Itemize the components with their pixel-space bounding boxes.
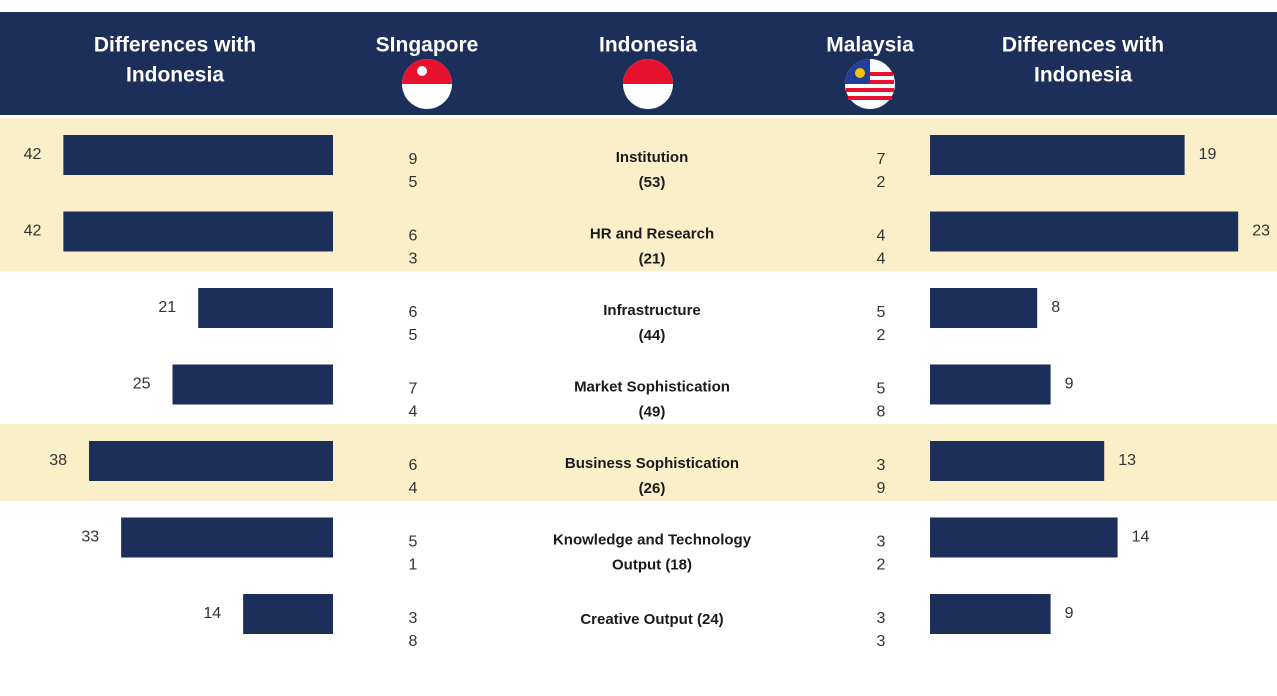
bar xyxy=(121,517,333,558)
singapore-rank: 3 xyxy=(409,610,418,627)
malaysia-rank: 5 xyxy=(877,381,886,398)
pillar-label: Creative Output (24) xyxy=(580,611,723,628)
header-label: Indonesia xyxy=(599,34,697,57)
malaysia-rank: 4 xyxy=(877,228,886,245)
bar xyxy=(930,594,1051,634)
bar xyxy=(930,364,1051,405)
value-label: 14 xyxy=(1132,529,1150,546)
bar xyxy=(198,288,333,328)
malaysia-rank: 5 xyxy=(877,304,886,321)
pillar-label: (21) xyxy=(639,250,666,267)
value-label: 14 xyxy=(203,605,221,622)
singapore-rank: 9 xyxy=(409,151,418,168)
header-label: Indonesia xyxy=(1034,64,1132,87)
singapore-rank: 8 xyxy=(409,633,418,650)
bar xyxy=(930,441,1105,481)
value-label: 13 xyxy=(1118,452,1136,469)
singapore-rank: 6 xyxy=(409,228,418,245)
singapore-rank: 7 xyxy=(409,381,418,398)
pillar-label: (49) xyxy=(639,403,666,420)
value-label: 21 xyxy=(158,299,176,316)
value-label: 25 xyxy=(133,376,151,393)
pillar-label: HR and Research xyxy=(590,225,714,242)
singapore-rank: 4 xyxy=(409,480,418,497)
bar xyxy=(63,135,334,175)
malaysia-rank: 2 xyxy=(877,327,886,344)
malaysia-rank: 8 xyxy=(877,404,886,421)
singapore-rank: 6 xyxy=(409,457,418,474)
flag-indonesia xyxy=(623,59,673,109)
pillar-label: Output (18) xyxy=(612,556,692,573)
singapore-rank: 5 xyxy=(409,534,418,551)
malaysia-rank: 3 xyxy=(877,457,886,474)
pillar-label: Market Sophistication xyxy=(574,378,730,395)
header-label: SIngapore xyxy=(376,34,479,57)
bar xyxy=(172,364,333,405)
flag-singapore xyxy=(402,59,452,109)
malaysia-rank: 4 xyxy=(877,251,886,268)
singapore-rank: 3 xyxy=(409,251,418,268)
value-label: 38 xyxy=(49,452,67,469)
bar xyxy=(63,211,334,252)
value-label: 42 xyxy=(24,223,42,240)
bar xyxy=(930,135,1185,175)
pillar-label: (26) xyxy=(639,480,666,497)
value-label: 33 xyxy=(81,529,99,546)
bar xyxy=(930,211,1239,252)
malaysia-rank: 9 xyxy=(877,480,886,497)
malaysia-rank: 7 xyxy=(877,151,886,168)
header-label: Differences with xyxy=(1002,34,1164,57)
malaysia-rank: 3 xyxy=(877,610,886,627)
pillar-label: (44) xyxy=(639,327,666,344)
bar xyxy=(89,441,333,481)
bar xyxy=(930,517,1118,558)
malaysia-rank: 3 xyxy=(877,633,886,650)
singapore-rank: 5 xyxy=(409,327,418,344)
malaysia-rank: 2 xyxy=(877,174,886,191)
value-label: 9 xyxy=(1065,376,1074,393)
pillar-label: Infrastructure xyxy=(603,302,701,319)
singapore-rank: 6 xyxy=(409,304,418,321)
bar xyxy=(243,594,333,634)
value-label: 9 xyxy=(1065,605,1074,622)
pillar-label: Business Sophistication xyxy=(565,455,739,472)
singapore-rank: 4 xyxy=(409,404,418,421)
singapore-rank: 5 xyxy=(409,174,418,191)
header-label: Malaysia xyxy=(826,34,914,57)
value-label: 42 xyxy=(24,146,42,163)
bar xyxy=(930,288,1038,328)
header-label: Differences with xyxy=(94,34,256,57)
malaysia-rank: 3 xyxy=(877,534,886,551)
pillar-label: Institution xyxy=(616,149,688,166)
pillar-label: (53) xyxy=(639,174,666,191)
malaysia-rank: 2 xyxy=(877,557,886,574)
value-label: 8 xyxy=(1051,299,1060,316)
value-label: 23 xyxy=(1252,223,1270,240)
singapore-rank: 1 xyxy=(409,557,418,574)
value-label: 19 xyxy=(1199,146,1217,163)
pillar-label: Knowledge and Technology xyxy=(553,531,752,548)
header-label: Indonesia xyxy=(126,64,224,87)
flag-malaysia xyxy=(845,59,895,109)
